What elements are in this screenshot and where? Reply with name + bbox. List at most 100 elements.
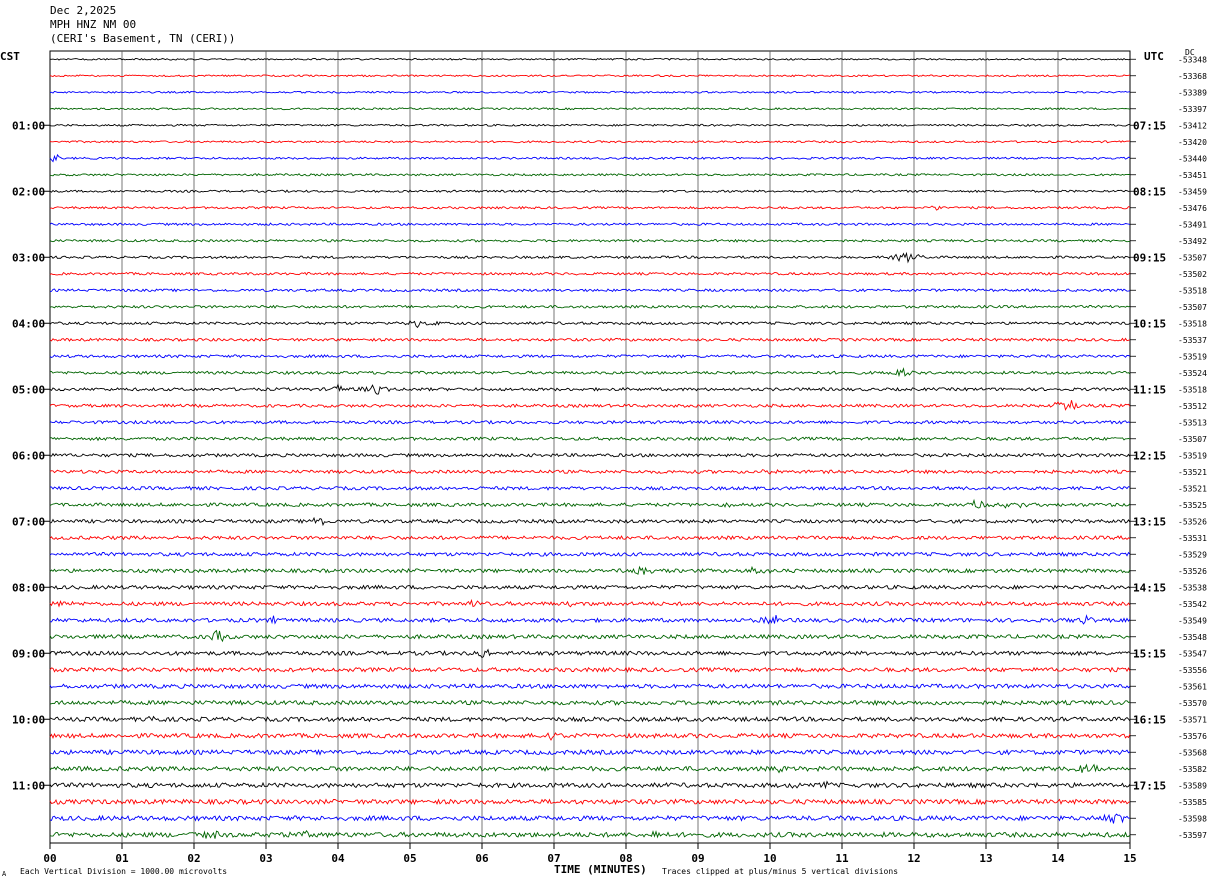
trace-row-44 xyxy=(49,763,1131,774)
dc-value-label: -53568 xyxy=(1178,748,1207,757)
dc-value-label: -53492 xyxy=(1178,237,1207,246)
trace-row-43 xyxy=(49,748,1131,756)
x-tick-label: 14 xyxy=(1051,852,1065,865)
dc-value-label: -53598 xyxy=(1178,814,1207,823)
x-tick-label: 07 xyxy=(547,852,560,865)
trace-row-2 xyxy=(49,74,1131,78)
right-hour-label: 12:15 xyxy=(1133,449,1166,462)
trace-row-47 xyxy=(49,813,1131,824)
dc-value-label: -53368 xyxy=(1178,72,1207,81)
dc-value-label: -53412 xyxy=(1178,121,1207,130)
dc-value-label: -53529 xyxy=(1178,550,1207,559)
dc-value-label: -53571 xyxy=(1178,715,1207,724)
trace-row-9 xyxy=(49,189,1131,194)
x-tick-label: 12 xyxy=(907,852,920,865)
trace-row-32 xyxy=(49,565,1131,575)
x-tick-label: 15 xyxy=(1123,852,1136,865)
dc-value-label: -53507 xyxy=(1178,435,1207,444)
x-tick-label: 08 xyxy=(619,852,632,865)
dc-value-label: -53576 xyxy=(1178,732,1207,741)
trace-row-39 xyxy=(49,683,1131,690)
trace-row-17 xyxy=(49,320,1131,329)
trace-row-42 xyxy=(49,732,1131,741)
trace-row-14 xyxy=(49,271,1131,276)
x-tick-label: 11 xyxy=(835,852,849,865)
right-timezone-label: UTC xyxy=(1144,50,1164,63)
dc-value-label: -53459 xyxy=(1178,187,1207,196)
dc-value-label: -53518 xyxy=(1178,286,1207,295)
dc-value-label: -53597 xyxy=(1178,831,1207,840)
trace-row-30 xyxy=(49,535,1131,541)
right-hour-label: 10:15 xyxy=(1133,317,1166,330)
trace-row-6 xyxy=(49,140,1131,144)
plot-frame xyxy=(49,50,1131,844)
trace-row-3 xyxy=(49,90,1131,94)
trace-row-46 xyxy=(49,798,1131,806)
dc-value-label: -53525 xyxy=(1178,501,1207,510)
header-station: MPH HNZ NM 00 xyxy=(50,18,137,31)
right-hour-label: 16:15 xyxy=(1133,713,1166,726)
dc-value-label: -53518 xyxy=(1178,385,1207,394)
dc-value-label: -53585 xyxy=(1178,798,1207,807)
trace-row-16 xyxy=(49,304,1131,309)
x-tick-label: 00 xyxy=(43,852,56,865)
clip-note: Traces clipped at plus/minus 5 vertical … xyxy=(662,867,899,876)
header-date: Dec 2,2025 xyxy=(50,4,117,17)
dc-value-label: -53420 xyxy=(1178,138,1207,147)
trace-row-48 xyxy=(49,829,1131,839)
left-hour-label: 02:00 xyxy=(12,185,45,198)
dc-value-label: -53513 xyxy=(1178,418,1207,427)
right-hour-label: 14:15 xyxy=(1133,581,1166,594)
dc-value-label: -53491 xyxy=(1178,220,1207,229)
trace-row-33 xyxy=(49,584,1131,591)
trace-row-34 xyxy=(49,598,1131,608)
dc-value-label: -53547 xyxy=(1178,649,1207,658)
x-tick-label: 13 xyxy=(979,852,992,865)
dc-value-label: -53521 xyxy=(1178,468,1207,477)
header-location: (CERI's Basement, TN (CERI)) xyxy=(50,32,236,45)
dc-value-label: -53389 xyxy=(1178,88,1207,97)
left-hour-label: 01:00 xyxy=(12,119,45,132)
dc-value-label: -53582 xyxy=(1178,765,1207,774)
right-hour-label: 08:15 xyxy=(1133,185,1166,198)
trace-row-36 xyxy=(49,629,1131,643)
trace-row-12 xyxy=(49,238,1131,243)
trace-row-21 xyxy=(49,383,1131,395)
dc-value-label: -53502 xyxy=(1178,270,1207,279)
trace-row-35 xyxy=(49,614,1131,625)
trace-row-1 xyxy=(49,57,1131,61)
scale-note: Each Vertical Division = 1000.00 microvo… xyxy=(20,867,228,876)
dc-value-label: -53548 xyxy=(1178,633,1207,642)
dc-value-label: -53518 xyxy=(1178,319,1207,328)
right-hour-label: 17:15 xyxy=(1133,779,1166,792)
left-hour-label: 06:00 xyxy=(12,449,45,462)
trace-row-22 xyxy=(49,400,1131,411)
trace-row-15 xyxy=(49,288,1131,293)
right-hour-label: 15:15 xyxy=(1133,647,1166,660)
dc-value-label: -53526 xyxy=(1178,567,1207,576)
trace-row-10 xyxy=(49,205,1131,211)
x-tick-label: 06 xyxy=(475,852,489,865)
dc-value-label: -53549 xyxy=(1178,616,1207,625)
right-hour-label: 09:15 xyxy=(1133,251,1166,264)
left-hour-label: 09:00 xyxy=(12,647,45,660)
trace-row-24 xyxy=(49,436,1131,442)
left-hour-label: 08:00 xyxy=(12,581,45,594)
x-tick-label: 09 xyxy=(691,852,704,865)
dc-value-label: -53348 xyxy=(1178,55,1207,64)
x-axis-title: TIME (MINUTES) xyxy=(554,863,647,876)
x-tick-label: 01 xyxy=(115,852,129,865)
dc-value-label: -53519 xyxy=(1178,352,1207,361)
dc-value-label: -53570 xyxy=(1178,699,1207,708)
trace-row-40 xyxy=(49,699,1131,707)
dc-value-label: -53512 xyxy=(1178,402,1207,411)
left-hour-label: 11:00 xyxy=(12,779,45,792)
dc-value-label: -53589 xyxy=(1178,781,1207,790)
trace-row-28 xyxy=(49,498,1131,509)
dc-value-label: -53519 xyxy=(1178,451,1207,460)
dc-value-label: -53542 xyxy=(1178,600,1207,609)
trace-row-13 xyxy=(49,251,1131,264)
trace-row-18 xyxy=(49,337,1131,342)
dc-value-label: -53521 xyxy=(1178,484,1207,493)
trace-row-37 xyxy=(49,648,1131,659)
